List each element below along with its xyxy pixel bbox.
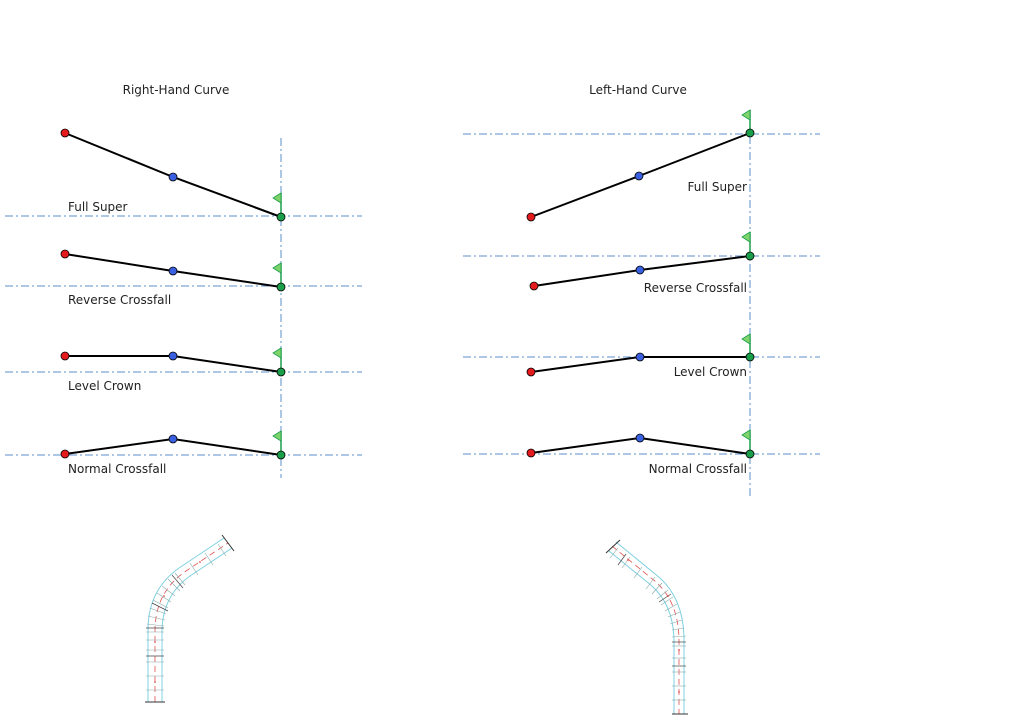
right-panel-title: Right-Hand Curve: [123, 83, 230, 97]
edge-point: [529, 281, 539, 291]
row-label: Normal Crossfall: [68, 462, 166, 476]
pivot-point: [745, 251, 755, 261]
left-row-full-super: Full Super: [463, 109, 820, 222]
right-curve-plan-view: [145, 534, 235, 703]
edge-point: [526, 212, 536, 222]
left-row-reverse-crossfall: Reverse Crossfall: [463, 231, 820, 295]
pivot-point: [745, 352, 755, 362]
right-hand-curve-panel: Right-Hand Curve Full Super: [5, 83, 362, 478]
left-row-normal-crossfall: Normal Crossfall: [463, 429, 820, 476]
pivot-point: [276, 212, 286, 222]
pivot-point: [276, 367, 286, 377]
edge-point: [60, 449, 70, 459]
crown-point: [168, 172, 178, 182]
row-label: Normal Crossfall: [649, 462, 747, 476]
row-label: Reverse Crossfall: [644, 281, 747, 295]
crown-point: [635, 265, 645, 275]
right-row-normal-crossfall: Normal Crossfall: [5, 430, 362, 476]
pivot-point: [276, 450, 286, 460]
crown-point: [168, 351, 178, 361]
crown-point: [635, 352, 645, 362]
road-plan-icon: [145, 534, 688, 715]
row-label: Full Super: [688, 180, 748, 194]
left-curve-plan-view: [605, 539, 688, 715]
right-row-reverse-crossfall: Reverse Crossfall: [5, 249, 362, 307]
crown-point: [168, 434, 178, 444]
right-row-full-super: Full Super: [5, 128, 362, 222]
pivot-point: [745, 128, 755, 138]
edge-point: [60, 249, 70, 259]
row-label: Level Crown: [68, 379, 141, 393]
right-row-level-crown: Level Crown: [5, 347, 362, 393]
edge-point: [526, 448, 536, 458]
crown-point: [634, 171, 644, 181]
edge-point: [60, 128, 70, 138]
pivot-point: [745, 449, 755, 459]
pivot-point: [276, 282, 286, 292]
left-row-level-crown: Level Crown: [463, 333, 820, 379]
left-panel-title: Left-Hand Curve: [589, 83, 687, 97]
row-label: Level Crown: [674, 365, 747, 379]
row-label: Full Super: [68, 200, 128, 214]
left-hand-curve-panel: Left-Hand Curve Full Super: [463, 83, 820, 498]
row-label: Reverse Crossfall: [68, 293, 171, 307]
edge-point: [526, 367, 536, 377]
crown-point: [168, 266, 178, 276]
crown-point: [635, 433, 645, 443]
edge-point: [60, 351, 70, 361]
